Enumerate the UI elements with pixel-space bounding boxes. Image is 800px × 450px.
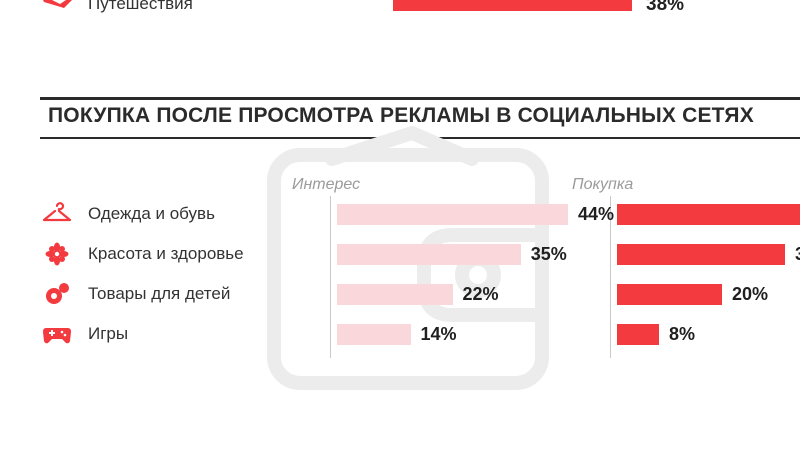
top-row-label: Путешествия <box>88 0 193 13</box>
interest-column-header: Интерес <box>292 176 361 193</box>
interest-bar <box>337 244 521 265</box>
interest-value-label: 22% <box>462 284 499 304</box>
interest-bar <box>337 204 568 225</box>
pacifier-icon <box>46 283 69 304</box>
purchase-bar <box>617 324 659 345</box>
airplane-icon <box>43 0 72 8</box>
top-row-value: 38% <box>646 0 685 15</box>
interest-value-label: 14% <box>420 324 457 344</box>
category-label: Товары для детей <box>88 284 231 303</box>
section-title: ПОКУПКА ПОСЛЕ ПРОСМОТРА РЕКЛАМЫ В СОЦИАЛ… <box>48 104 754 127</box>
interest-bar <box>337 324 411 345</box>
category-row: Товары для детей <box>0 276 330 312</box>
interest-value-label: 35% <box>530 244 567 264</box>
purchase-axis-line <box>610 196 611 358</box>
purchase-value-label: 20% <box>732 284 769 304</box>
category-row: Одежда и обувь <box>0 196 330 232</box>
title-rule-top <box>40 97 800 100</box>
hanger-icon <box>42 202 72 222</box>
category-label: Игры <box>88 324 129 343</box>
gamepad-icon <box>43 328 71 344</box>
top-row-bar <box>393 0 633 11</box>
category-label: Красота и здоровье <box>88 244 244 263</box>
purchase-value-label: 32% <box>795 244 800 265</box>
category-row: Игры <box>0 316 330 352</box>
category-label: Одежда и обувь <box>88 204 215 223</box>
purchase-bar <box>617 244 785 265</box>
category-row: Красота и здоровье <box>0 236 330 272</box>
purchase-column-header: Покупка <box>572 176 634 193</box>
interest-axis-line <box>330 196 331 358</box>
interest-value-label: 44% <box>578 204 615 224</box>
purchase-bar <box>617 284 722 305</box>
flower-icon <box>45 242 69 266</box>
purchase-value-label: 8% <box>669 324 696 344</box>
purchase-bar <box>617 204 800 225</box>
interest-bar <box>337 284 453 305</box>
